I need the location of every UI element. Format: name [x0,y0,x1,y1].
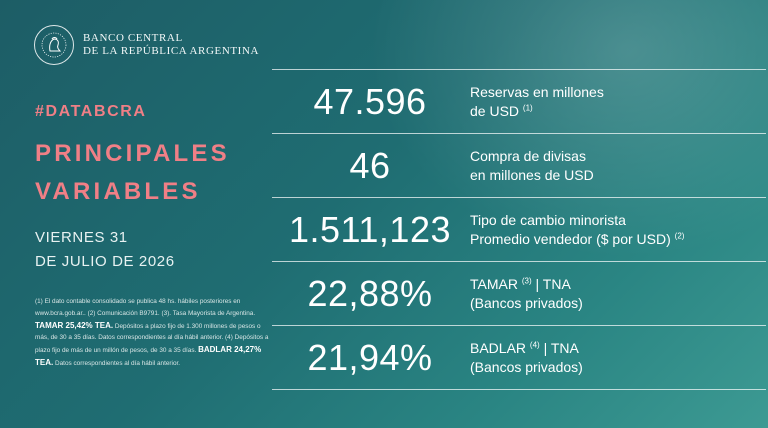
badlar-rate-type: | TNA [543,339,579,356]
footnote-tamar: TAMAR 25,42% TEA. [35,320,114,330]
tipo-cambio-value: 1.511,123 [289,208,451,250]
variables-table: 47.596 Reservas en millones de USD (1) 4… [272,69,766,390]
row-badlar: 21,94% BADLAR (4) | TNA (Bancos privados… [272,325,766,390]
tamar-label-line2: (Bancos privados) [470,294,583,311]
badlar-label: BADLAR (4) | TNA (Bancos privados) [468,339,583,377]
compra-divisas-label-line1: Compra de divisas [470,147,586,164]
compra-divisas-label: Compra de divisas en millones de USD [468,147,594,185]
badlar-footnote-ref: (4) [529,339,540,349]
tipo-cambio-label-line2: Promedio vendedor ($ por USD) (2) [470,230,684,249]
footnote-part3: Datos correspondientes al día hábil ante… [55,359,181,367]
compra-divisas-value: 46 [349,144,391,186]
tamar-rate-type: | TNA [535,275,571,292]
footnote-part2: Depósitos a plazo fijo de 1.300 millones… [35,322,269,355]
date-label: VIERNES 31 DE JULIO DE 2026 [35,226,175,274]
tipo-cambio-footnote-ref: (2) [674,230,685,240]
footnote-badlar: BADLAR 24,27% TEA. [35,345,262,367]
tamar-name: TAMAR [470,275,518,292]
background-glow [368,0,768,260]
tipo-cambio-unit: Promedio vendedor ($ por USD) [470,230,671,247]
footnotes: (1) El dato contable consolidado se publ… [35,296,270,370]
badlar-label-line1: BADLAR (4) | TNA [470,339,583,358]
row-tamar: 22,88% TAMAR (3) | TNA (Bancos privados) [272,261,766,325]
row-tipo-cambio: 1.511,123 Tipo de cambio minorista Prome… [272,197,766,261]
reservas-label-line2: de USD (1) [470,102,604,121]
badlar-value: 21,94% [307,336,433,378]
bank-logo: BANCO CENTRAL DE LA REPÚBLICA ARGENTINA [34,25,259,65]
compra-divisas-label-line2: en millones de USD [470,166,594,183]
tipo-cambio-label-line1: Tipo de cambio minorista [470,211,626,228]
date-line1: VIERNES 31 [35,229,128,246]
bank-name: BANCO CENTRAL DE LA REPÚBLICA ARGENTINA [83,32,259,58]
tipo-cambio-label: Tipo de cambio minorista Promedio vended… [468,211,684,249]
page-title: PRINCIPALES VARIABLES [35,135,230,211]
reservas-label: Reservas en millones de USD (1) [468,83,604,121]
title-line2: VARIABLES [35,178,201,205]
badlar-name: BADLAR [470,339,527,356]
hashtag: #DATABCRA [35,103,147,120]
date-line2: DE JULIO DE 2026 [35,253,175,270]
tamar-value: 22,88% [307,272,433,314]
reservas-label-line1: Reservas en millones [470,83,604,100]
tamar-label-line1: TAMAR (3) | TNA [470,275,583,294]
badlar-label-line2: (Bancos privados) [470,358,583,375]
title-line1: PRINCIPALES [35,140,230,167]
row-compra-divisas: 46 Compra de divisas en millones de USD [272,133,766,197]
bank-name-line2: DE LA REPÚBLICA ARGENTINA [83,45,260,57]
tamar-footnote-ref: (3) [521,275,532,285]
bank-name-line1: BANCO CENTRAL [83,32,183,44]
reservas-footnote-ref: (1) [522,102,533,112]
reservas-unit: de USD [470,102,520,119]
tamar-label: TAMAR (3) | TNA (Bancos privados) [468,275,583,313]
reservas-value: 47.596 [313,80,427,122]
bcra-seal-icon [34,25,74,65]
footnote-part1: (1) El dato contable consolidado se publ… [35,298,256,317]
row-reservas: 47.596 Reservas en millones de USD (1) [272,69,766,133]
